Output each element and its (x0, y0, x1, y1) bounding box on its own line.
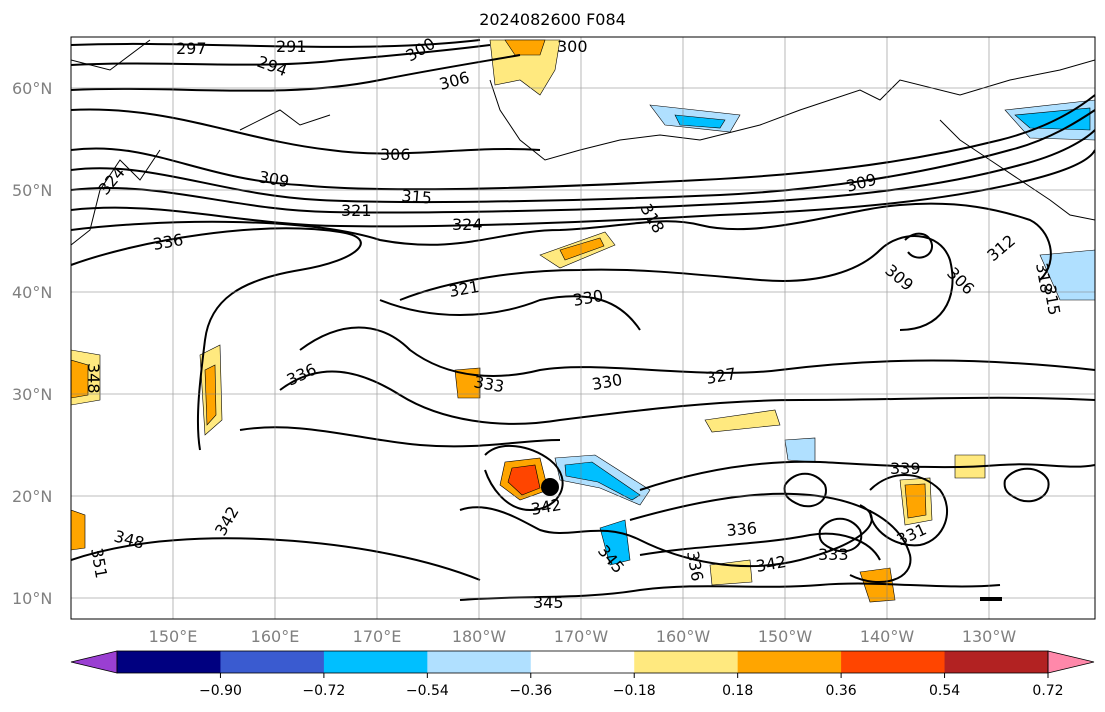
graticule (71, 37, 1095, 619)
contour-label: 339 (890, 459, 921, 478)
contour-label: 321 (341, 201, 372, 220)
colorbar-tick-label: 0.18 (722, 683, 753, 699)
colorbar-tick-label: −0.72 (302, 683, 345, 699)
colorbar-segment (220, 651, 325, 673)
colorbar-tick-label: −0.54 (406, 683, 449, 699)
lon-label: 160°W (656, 627, 711, 646)
contours (71, 39, 1095, 601)
colorbar-segment (944, 651, 1049, 673)
colorbar-ticks: −0.90 −0.72 −0.54 −0.36 −0.18 0.18 0.36 0.54 0.7… (199, 673, 1064, 699)
lat-label: 40°N (12, 283, 52, 302)
colorbar-tick-label: 0.36 (826, 683, 857, 699)
colorbar-segment (737, 651, 842, 673)
contour-label: 306 (380, 145, 411, 164)
colorbar-segment (530, 651, 635, 673)
page-title: 2024082600 F084 (479, 10, 626, 29)
contour-label: 300 (557, 37, 588, 56)
colorbar-tick-label: 0.54 (929, 683, 960, 699)
map-border (70, 36, 1096, 620)
latitude-labels: 60°N 50°N 40°N 30°N 20°N 10°N (12, 79, 52, 608)
colorbar-segment (117, 651, 221, 673)
colorbar-tick-label: −0.18 (613, 683, 656, 699)
colorbar-tick-label: 0.72 (1032, 683, 1063, 699)
contour-label: 336 (726, 518, 758, 540)
lat-label: 10°N (12, 589, 52, 608)
lon-label: 180°W (452, 627, 507, 646)
colorbar-extend-max (1047, 650, 1095, 674)
lon-label: 150°W (758, 627, 813, 646)
lat-label: 20°N (12, 487, 52, 506)
contour-label: 291 (276, 37, 307, 56)
lon-label: 130°W (962, 627, 1017, 646)
contour-label: 315 (401, 186, 433, 208)
lat-label: 50°N (12, 181, 52, 200)
small-marker (980, 597, 1002, 601)
colorbar-border (116, 650, 1049, 674)
lon-label: 160°E (251, 627, 300, 646)
lon-label: 170°W (554, 627, 609, 646)
colorbar-segment (323, 651, 428, 673)
lon-label: 140°W (860, 627, 915, 646)
coastlines (71, 39, 1095, 246)
contour-label: 333 (818, 545, 849, 564)
colorbar (70, 650, 1095, 674)
contour-label: 324 (452, 215, 483, 234)
longitude-labels: 150°E 160°E 170°E 180°W 170°W 160°W 150°… (149, 627, 1017, 646)
contour-label: 345 (533, 593, 564, 612)
colorbar-extend-min (70, 650, 118, 674)
storm-center-marker (541, 478, 559, 496)
lat-label: 30°N (12, 385, 52, 404)
colorbar-segment (841, 651, 946, 673)
shading-layer (71, 39, 1095, 603)
contour-label: 297 (176, 39, 207, 58)
contour-label: 348 (84, 363, 103, 394)
colorbar-segment (634, 651, 739, 673)
lon-label: 150°E (149, 627, 198, 646)
colorbar-tick-label: −0.90 (199, 683, 242, 699)
lon-label: 170°E (353, 627, 402, 646)
colorbar-tick-label: −0.36 (509, 683, 552, 699)
lat-label: 60°N (12, 79, 52, 98)
colorbar-segment (427, 651, 532, 673)
